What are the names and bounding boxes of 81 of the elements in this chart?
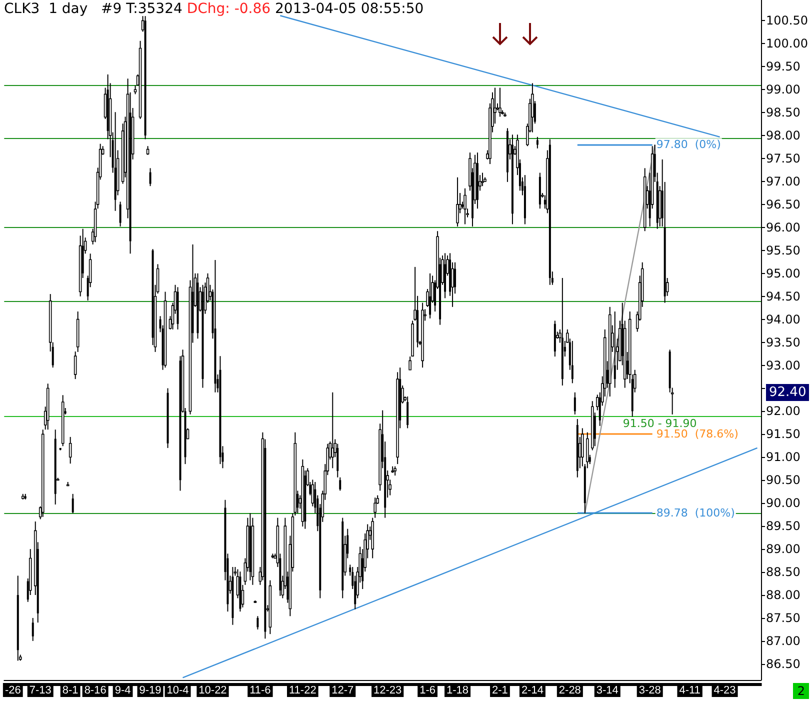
y-tick-label: 91.00 bbox=[766, 450, 800, 464]
candlestick bbox=[429, 272, 432, 319]
y-tick-label: 98.50 bbox=[766, 106, 800, 120]
chart-subtitle: DChg: -0.86 bbox=[186, 1, 271, 17]
candlestick bbox=[614, 311, 616, 388]
x-tick-label: 12-23 bbox=[374, 684, 402, 696]
annotation: 2013-04-05 08:55:50 bbox=[275, 1, 424, 17]
candlestick bbox=[336, 443, 339, 478]
candlestick bbox=[531, 82, 534, 133]
x-tick-label: 12-7 bbox=[332, 684, 354, 696]
y-tick-label: 99.50 bbox=[766, 60, 800, 74]
y-tick-label: 99.00 bbox=[766, 82, 800, 97]
candlestick bbox=[571, 340, 574, 384]
y-tick-label: 96.50 bbox=[766, 197, 800, 212]
chart-title: CLK3 1 day #9 T:35324 bbox=[4, 1, 182, 17]
y-tick-label: 100.50 bbox=[766, 14, 808, 28]
y-tick-label: 89.50 bbox=[766, 519, 800, 534]
y-tick-label: 95.50 bbox=[766, 243, 800, 258]
x-tick-label: 1-18 bbox=[446, 684, 469, 696]
y-tick-label: 90.50 bbox=[766, 473, 800, 488]
y-tick-label: 90.00 bbox=[766, 496, 800, 510]
y-tick-label: 87.00 bbox=[766, 634, 800, 648]
y-tick-label: 93.50 bbox=[766, 335, 800, 350]
y-tick-label: 100.00 bbox=[766, 36, 808, 51]
x-tick-label: 8-1 bbox=[62, 684, 78, 696]
y-tick-label: 92.00 bbox=[766, 404, 800, 418]
x-tick-label: 9-4 bbox=[114, 684, 131, 696]
candlestick bbox=[149, 168, 152, 187]
y-tick-label: 98.00 bbox=[766, 128, 800, 143]
y-tick-label: 94.00 bbox=[766, 312, 800, 326]
x-tick-label: 2-14 bbox=[521, 684, 544, 696]
x-tick-label: -26 bbox=[4, 684, 21, 696]
candlestick bbox=[498, 87, 502, 118]
y-tick-label: 97.50 bbox=[766, 152, 800, 166]
x-tick-label: 4-23 bbox=[714, 684, 736, 696]
ref-line-label: 91.50 (78.6%) bbox=[656, 428, 738, 441]
x-tick-label: 7-13 bbox=[29, 684, 52, 696]
candlestick bbox=[72, 493, 74, 514]
y-tick-label: 89.00 bbox=[766, 542, 800, 556]
x-tick-label: 4-11 bbox=[679, 684, 700, 696]
y-tick-label: 94.50 bbox=[766, 289, 800, 304]
y-tick-label: 88.50 bbox=[766, 565, 800, 580]
candlestick bbox=[481, 172, 484, 187]
y-tick-label: 91.50 bbox=[766, 427, 800, 442]
x-tick-label: 1-6 bbox=[420, 684, 436, 696]
candlestick bbox=[456, 176, 459, 228]
y-tick-label: 88.00 bbox=[766, 588, 800, 602]
candlestick bbox=[406, 396, 409, 429]
candlestick bbox=[394, 466, 396, 476]
candlestick bbox=[119, 201, 122, 228]
x-tick-label: 10-22 bbox=[198, 684, 227, 696]
x-tick-label: 11-6 bbox=[250, 684, 271, 696]
candlestick bbox=[374, 497, 376, 518]
text: 2 bbox=[793, 683, 809, 699]
x-tick-label: 9-19 bbox=[139, 684, 162, 696]
candlestick bbox=[574, 392, 576, 415]
ref-line-label: 97.80 (0%) bbox=[656, 138, 721, 152]
candlestick bbox=[256, 616, 259, 630]
y-tick-label: 96.00 bbox=[766, 220, 800, 234]
y-tick-label: 95.00 bbox=[766, 266, 800, 280]
candlestick bbox=[68, 436, 72, 464]
candlestick bbox=[464, 188, 466, 225]
annotation: 91.50 - 91.90 bbox=[622, 416, 697, 430]
x-tick-label: 11-22 bbox=[288, 684, 316, 696]
x-tick-label: 8-16 bbox=[84, 684, 106, 696]
text: 92.40 bbox=[766, 384, 810, 402]
x-tick-label: 2-1 bbox=[492, 684, 508, 696]
y-tick-label: 93.00 bbox=[766, 358, 800, 372]
x-tick-label: 2-28 bbox=[558, 684, 581, 696]
ref-line-label: 89.78 (100%) bbox=[656, 506, 735, 520]
x-tick-label: 10-4 bbox=[166, 684, 189, 696]
x-tick-label: 3-28 bbox=[638, 684, 661, 696]
candlestick bbox=[331, 392, 334, 469]
x-tick-label: 3-14 bbox=[596, 684, 618, 696]
candlestick bbox=[339, 476, 342, 492]
y-tick-label: 97.00 bbox=[766, 174, 800, 188]
candlestick bbox=[536, 136, 538, 149]
y-tick-label: 86.50 bbox=[766, 656, 800, 671]
candlestick bbox=[408, 356, 412, 370]
candlestick bbox=[32, 617, 34, 642]
y-tick-label: 87.50 bbox=[766, 610, 800, 625]
